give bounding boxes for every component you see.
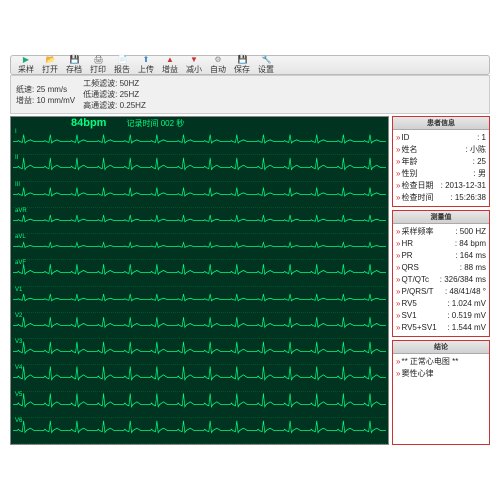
报告-button[interactable]: 📄报告	[111, 54, 133, 76]
lead-V2: V2	[13, 313, 386, 339]
conclusion-panel: 结论 »** 正常心电图 **»窦性心律	[392, 340, 490, 445]
measurements-panel: 测量值 »采样频率: 500 HZ»HR: 84 bpm»PR: 164 ms»…	[392, 210, 490, 337]
lead-V4: V4	[13, 365, 386, 391]
lead-V6: V6	[13, 418, 386, 444]
存档-button[interactable]: 💾存档	[63, 54, 85, 76]
patient-panel: 患者信息 »ID: 1»姓名: 小陈»年龄: 25»性别: 男»检查日期: 20…	[392, 116, 490, 207]
lead-V3: V3	[13, 339, 386, 365]
toolbar: ▶采样📂打开💾存档🖨打印📄报告⬆上传▲增益▼减小⚙自动💾保存🔧设置	[10, 55, 490, 75]
gain-label: 增益: 10 mm/mV	[16, 96, 75, 105]
lead-II: II	[13, 155, 386, 181]
filter-bar: 纸速: 25 mm/s增益: 10 mm/mV 工频滤波: 50HZ低通滤波: …	[10, 75, 490, 114]
speed-label: 纸速: 25 mm/s	[16, 85, 67, 94]
保存-button[interactable]: 💾保存	[231, 54, 253, 76]
record-timer: 记录时间 002 秒	[126, 118, 184, 129]
lead-aVF: aVF	[13, 260, 386, 286]
自动-button[interactable]: ⚙自动	[207, 54, 229, 76]
打印-button[interactable]: 🖨打印	[87, 54, 109, 76]
lead-V5: V5	[13, 392, 386, 418]
lead-III: III	[13, 182, 386, 208]
lead-aVR: aVR	[13, 208, 386, 234]
上传-button[interactable]: ⬆上传	[135, 54, 157, 76]
减小-button[interactable]: ▼减小	[183, 54, 205, 76]
lead-I: I	[13, 129, 386, 155]
bpm-value: 84bpm	[71, 117, 106, 129]
采样-button[interactable]: ▶采样	[15, 54, 37, 76]
ecg-display: 84bpm 记录时间 002 秒 IIIIIIaVRaVLaVFV1V2V3V4…	[10, 116, 389, 445]
设置-button[interactable]: 🔧设置	[255, 54, 277, 76]
lead-V1: V1	[13, 287, 386, 313]
打开-button[interactable]: 📂打开	[39, 54, 61, 76]
增益-button[interactable]: ▲增益	[159, 54, 181, 76]
lead-aVL: aVL	[13, 234, 386, 260]
